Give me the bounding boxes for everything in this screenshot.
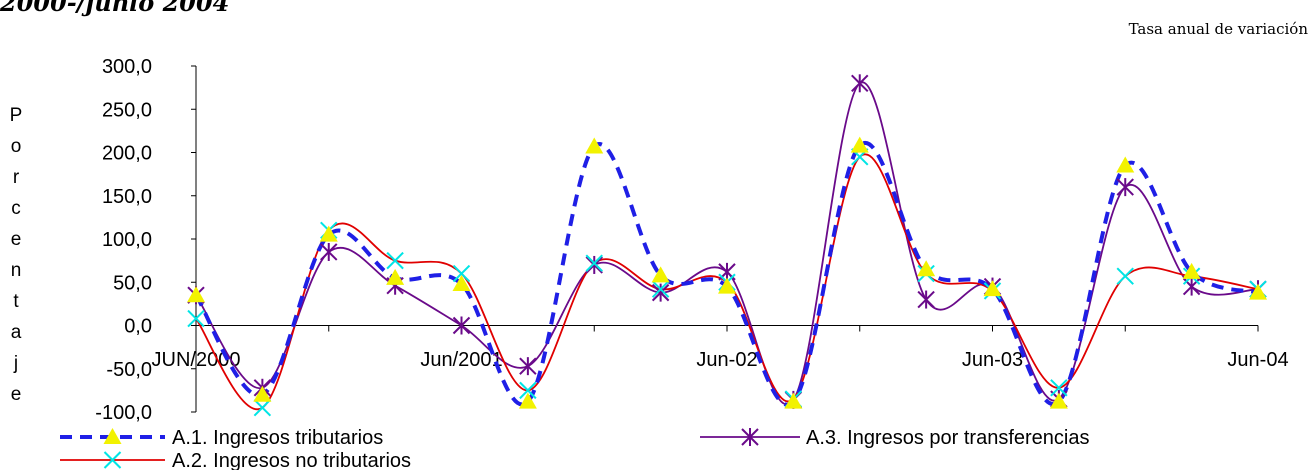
data-point-triangle [187,286,205,303]
y-axis-label-letter: r [13,167,20,188]
data-point-triangle [1182,262,1201,279]
series-2-markers [187,148,1267,417]
marker-stroke [452,264,471,283]
data-point-star [1182,277,1201,296]
data-point-triangle [518,392,537,409]
y-axis-label-letter: t [13,291,19,312]
data-point-triangle [718,277,736,294]
data-point-triangle [103,428,122,444]
data-point-x [253,398,272,417]
marker-stroke [253,398,272,417]
data-point-x [1050,379,1068,397]
y-tick-label: -50,0 [106,359,152,381]
legend-item-1: A.1. Ingresos tributarios [60,427,383,449]
y-tick-label: 100,0 [102,229,152,251]
y-tick-label: 50,0 [113,272,152,294]
x-tick-label: Jun/2001 [420,349,502,371]
y-axis-label-letter: P [10,105,23,126]
data-point-x [103,451,122,469]
y-tick-label: 200,0 [102,143,152,165]
legend-item-3: A.3. Ingresos por transferencias [700,427,1089,449]
y-axis-label-letter: a [11,322,22,343]
data-point-star [585,255,603,274]
cut-off-heading: 2000-/junio 2004 [0,0,230,17]
marker-stroke [187,309,205,328]
y-axis-ticks: 300,0 250,0 200,0 150,0 100,0 50,0 0,0 -50,0 -10… [95,56,196,424]
data-point-x [519,381,537,400]
x-tick-label: Jun-04 [1227,349,1288,371]
y-tick-label: 250,0 [102,99,152,121]
marker-stroke [103,451,122,469]
legend-item-2: A.2. Ingresos no tributarios [60,450,411,470]
series-line [194,140,1259,407]
data-point-triangle [850,136,869,153]
data-point-x [651,280,670,298]
data-point-triangle [452,274,471,291]
data-point-x [386,251,404,270]
y-axis-label-letter: o [11,136,22,157]
data-point-triangle [784,392,803,409]
y-axis-label-letter: c [11,198,21,219]
series-1 [194,140,1259,407]
marker-stroke [1050,379,1068,397]
x-tick-label: Jun-03 [962,349,1023,371]
data-point-star [320,242,338,261]
x-axis-ticks: JUN/2000 Jun/2001 Jun-02 Jun-03 Jun-04 [152,325,1289,371]
marker-stroke [585,254,603,272]
marker-stroke [1116,267,1134,285]
y-axis-label-letter: n [11,260,22,281]
data-point-star [651,283,670,302]
data-point-star [519,357,537,376]
data-point-star [1116,178,1134,197]
y-tick-label: 150,0 [102,186,152,208]
data-point-triangle [651,266,670,283]
data-point-triangle [386,268,405,285]
data-point-x [452,264,471,283]
y-axis-label-letter: e [11,229,22,250]
marker-stroke [519,381,537,400]
legend: A.1. Ingresos tributarios A.3. Ingresos p… [60,427,1089,470]
legend-label: A.2. Ingresos no tributarios [172,450,411,470]
series-1-markers [187,136,1267,409]
y-axis-label-letter: j [13,353,18,374]
data-point-triangle [253,385,272,402]
data-point-triangle [1116,156,1135,173]
y-tick-label: 0,0 [124,316,152,338]
data-point-triangle [1049,392,1068,409]
data-point-star [741,428,759,446]
data-point-x [585,254,603,272]
data-point-triangle [983,280,1002,297]
data-point-triangle [585,137,604,154]
legend-label: A.1. Ingresos tributarios [172,427,383,449]
y-axis-label-letter: e [11,384,22,405]
legend-label: A.3. Ingresos por transferencias [806,427,1089,449]
data-point-star [851,74,869,93]
x-tick-label: JUN/2000 [152,349,241,371]
marker-stroke [386,251,404,270]
marker-stroke [651,280,670,298]
data-point-triangle [1249,283,1267,300]
chart-subtitle: Tasa anual de variación [1128,20,1308,38]
data-point-x [1116,267,1134,285]
data-point-x [187,309,205,328]
data-point-triangle [319,225,338,242]
data-point-star [452,316,471,335]
y-tick-label: -100,0 [95,402,152,424]
data-point-star [917,290,935,309]
y-tick-label: 300,0 [102,56,152,78]
data-point-triangle [917,260,936,277]
series-layer [187,74,1267,417]
x-tick-label: Jun-02 [696,349,757,371]
